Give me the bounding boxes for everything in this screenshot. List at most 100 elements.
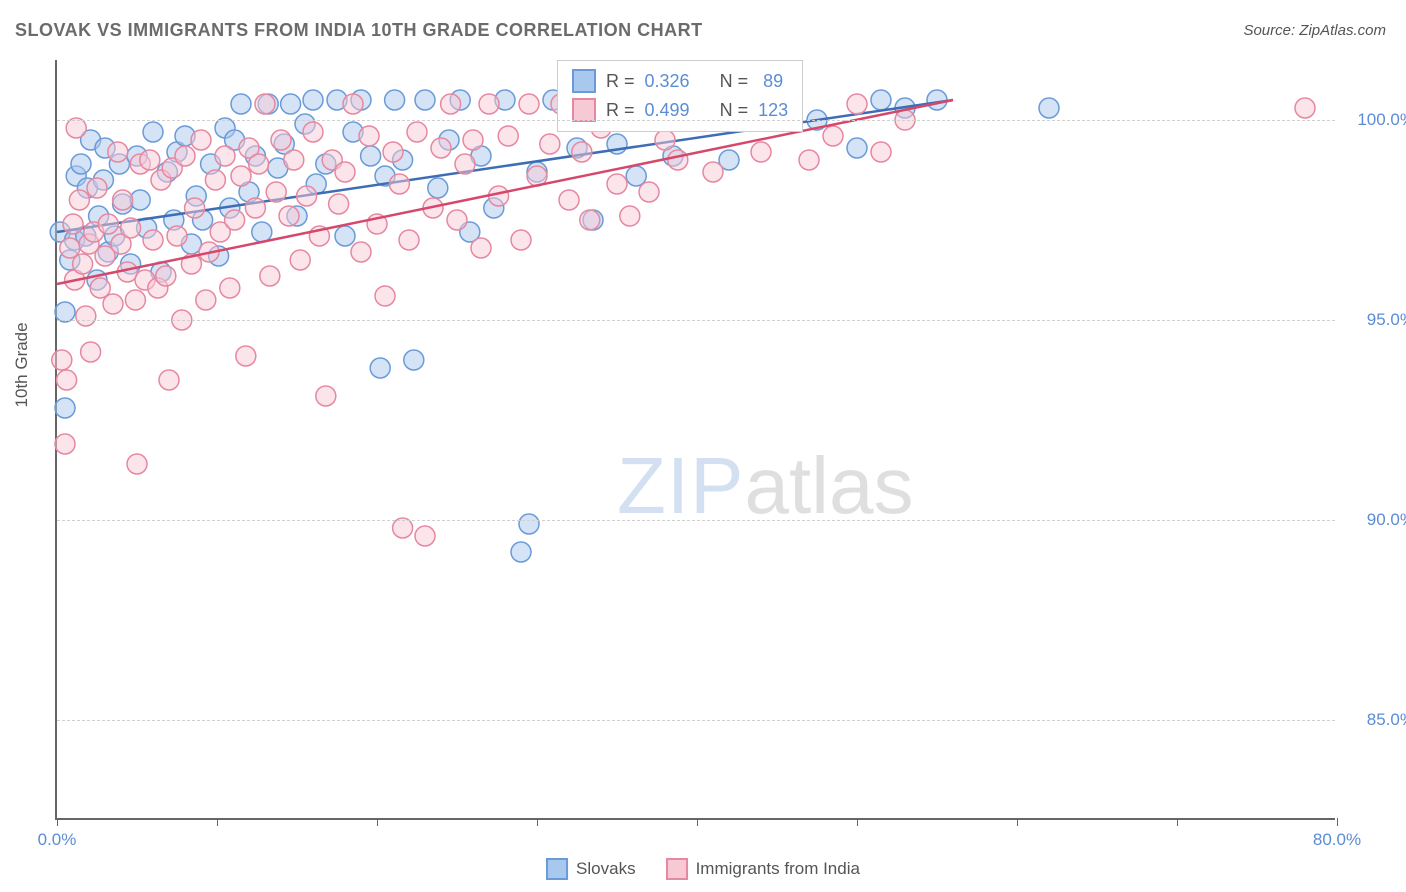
data-point <box>361 146 381 166</box>
x-tick <box>1017 818 1018 826</box>
data-point <box>847 94 867 114</box>
data-point <box>76 306 96 326</box>
data-point <box>255 94 275 114</box>
data-point <box>431 138 451 158</box>
r-label: R = <box>606 67 635 96</box>
stats-row-slovaks: R = 0.326 N = 89 <box>572 67 788 96</box>
x-tick <box>1337 818 1338 826</box>
data-point <box>471 238 491 258</box>
data-point <box>185 198 205 218</box>
x-tick <box>857 818 858 826</box>
data-point <box>290 250 310 270</box>
n-label: N = <box>720 67 749 96</box>
data-point <box>108 142 128 162</box>
data-point <box>271 130 291 150</box>
data-point <box>335 226 355 246</box>
data-point <box>447 210 467 230</box>
data-point <box>279 206 299 226</box>
data-point <box>343 94 363 114</box>
data-point <box>329 194 349 214</box>
source-label: Source: ZipAtlas.com <box>1243 22 1386 39</box>
data-point <box>156 266 176 286</box>
data-point <box>121 218 141 238</box>
y-tick-label: 90.0% <box>1367 510 1406 530</box>
grid-line <box>57 720 1335 721</box>
data-point <box>511 230 531 250</box>
data-point <box>399 230 419 250</box>
scatter-svg <box>57 60 1335 818</box>
data-point <box>215 146 235 166</box>
data-point <box>404 350 424 370</box>
swatch-slovaks-icon <box>546 858 568 880</box>
data-point <box>249 154 269 174</box>
data-point <box>73 254 93 274</box>
data-point <box>823 126 843 146</box>
data-point <box>57 370 77 390</box>
data-point <box>81 342 101 362</box>
data-point <box>297 186 317 206</box>
swatch-immigrants-icon <box>572 98 596 122</box>
legend-item-immigrants: Immigrants from India <box>666 858 860 880</box>
y-tick-label: 100.0% <box>1357 110 1406 130</box>
chart-title: SLOVAK VS IMMIGRANTS FROM INDIA 10TH GRA… <box>15 20 703 41</box>
data-point <box>55 434 75 454</box>
data-point <box>479 94 499 114</box>
grid-line <box>57 320 1335 321</box>
x-tick-label: 0.0% <box>38 830 77 850</box>
legend-item-slovaks: Slovaks <box>546 858 636 880</box>
data-point <box>407 122 427 142</box>
data-point <box>55 398 75 418</box>
data-point <box>69 190 89 210</box>
x-tick <box>217 818 218 826</box>
y-tick-label: 85.0% <box>1367 710 1406 730</box>
data-point <box>245 198 265 218</box>
data-point <box>52 350 72 370</box>
data-point <box>191 130 211 150</box>
data-point <box>620 206 640 226</box>
data-point <box>63 214 83 234</box>
data-point <box>519 514 539 534</box>
data-point <box>335 162 355 182</box>
chart-container: SLOVAK VS IMMIGRANTS FROM INDIA 10TH GRA… <box>0 0 1406 892</box>
data-point <box>498 126 518 146</box>
data-point <box>455 154 475 174</box>
data-point <box>266 182 286 202</box>
legend-label-immigrants: Immigrants from India <box>696 859 860 879</box>
y-tick-label: 95.0% <box>1367 310 1406 330</box>
data-point <box>66 118 86 138</box>
data-point <box>389 174 409 194</box>
x-tick <box>57 818 58 826</box>
data-point <box>220 278 240 298</box>
data-point <box>303 122 323 142</box>
data-point <box>140 150 160 170</box>
data-point <box>87 178 107 198</box>
data-point <box>607 174 627 194</box>
data-point <box>668 150 688 170</box>
legend-bottom: Slovaks Immigrants from India <box>546 858 860 880</box>
x-tick-label: 80.0% <box>1313 830 1361 850</box>
data-point <box>463 130 483 150</box>
data-point <box>175 146 195 166</box>
plot-area: R = 0.326 N = 89 R = 0.499 N = 123 ZIPat… <box>55 60 1335 820</box>
data-point <box>98 214 118 234</box>
data-point <box>316 386 336 406</box>
legend-label-slovaks: Slovaks <box>576 859 636 879</box>
data-point <box>428 178 448 198</box>
data-point <box>167 226 187 246</box>
data-point <box>236 346 256 366</box>
data-point <box>231 94 251 114</box>
data-point <box>252 222 272 242</box>
x-tick <box>537 818 538 826</box>
data-point <box>231 166 251 186</box>
data-point <box>260 266 280 286</box>
data-point <box>55 302 75 322</box>
data-point <box>71 154 91 174</box>
data-point <box>205 170 225 190</box>
data-point <box>751 142 771 162</box>
data-point <box>1295 98 1315 118</box>
x-tick <box>377 818 378 826</box>
data-point <box>519 94 539 114</box>
grid-line <box>57 120 1335 121</box>
data-point <box>143 122 163 142</box>
data-point <box>927 90 947 110</box>
